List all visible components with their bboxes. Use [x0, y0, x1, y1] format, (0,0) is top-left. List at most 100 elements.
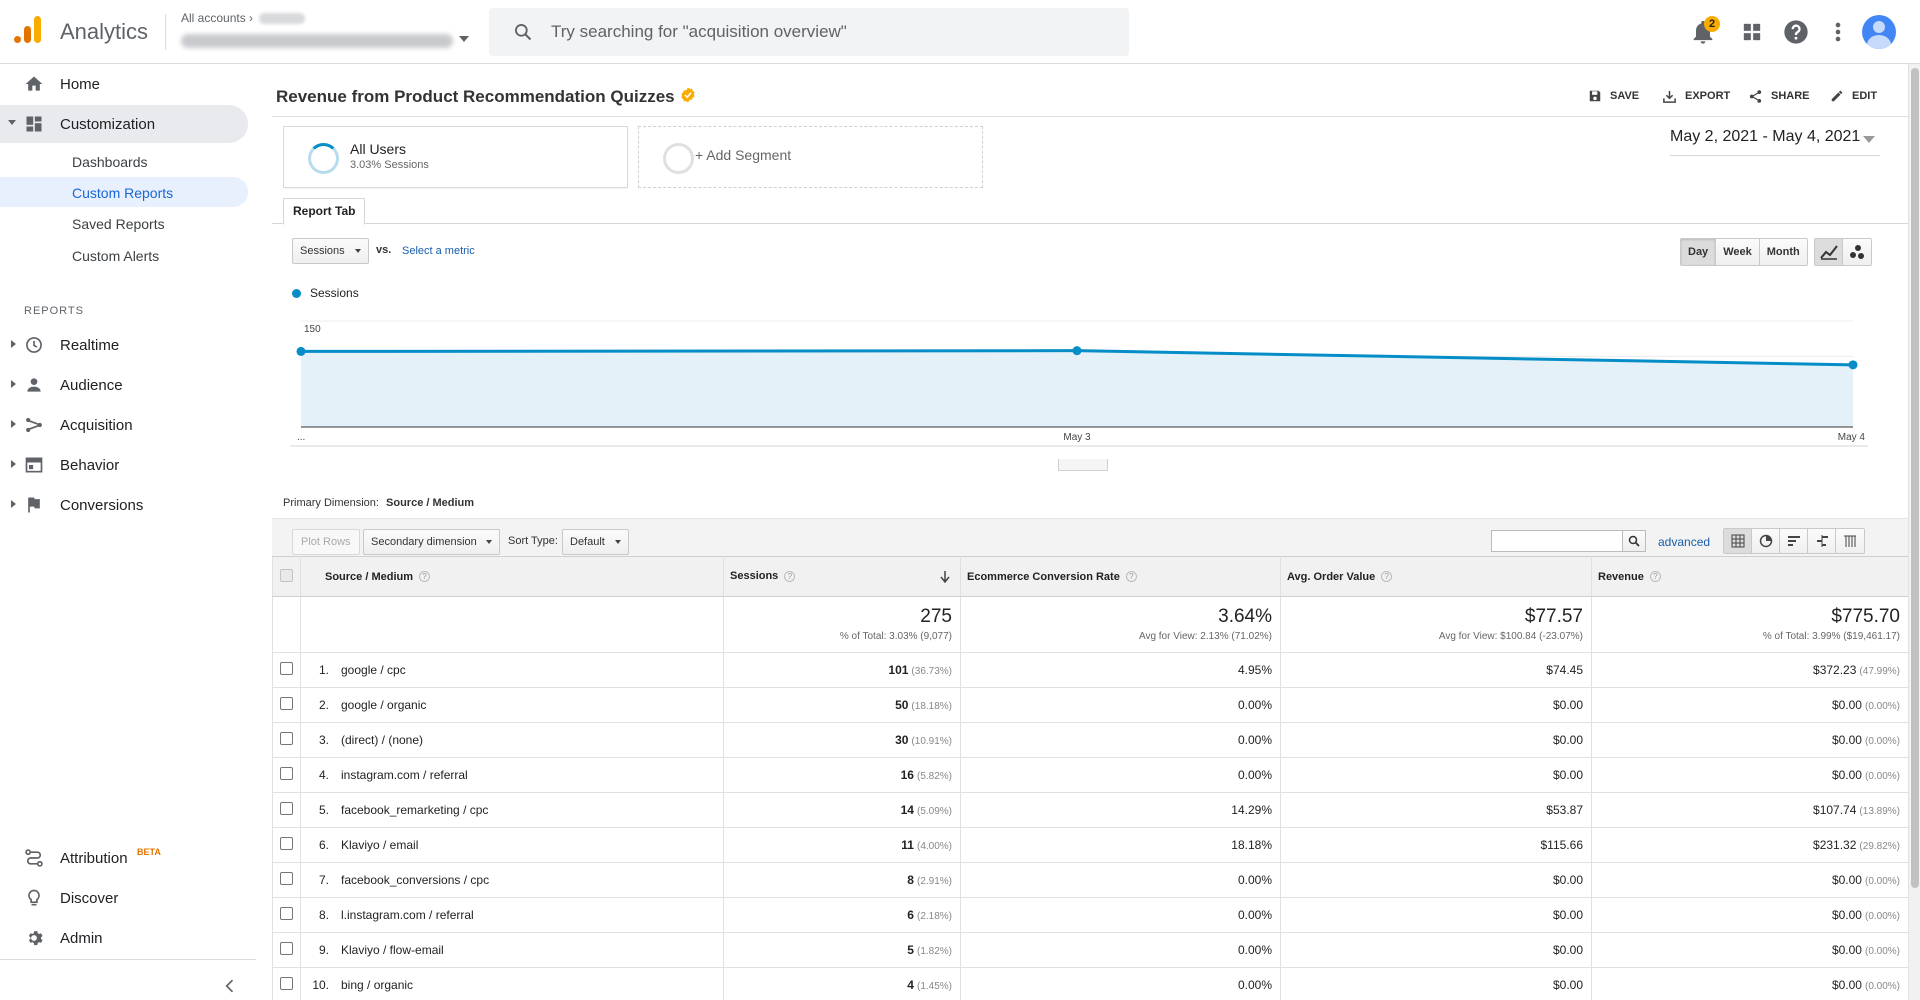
help-icon[interactable]: ? — [784, 570, 796, 582]
sidebar-item-behavior[interactable]: Behavior — [0, 446, 248, 484]
sidebar-subitem-dashboards[interactable]: Dashboards — [0, 146, 248, 176]
help-icon[interactable]: ? — [1649, 571, 1661, 583]
edit-button[interactable]: EDIT — [1830, 86, 1877, 106]
line-chart-button[interactable] — [1815, 239, 1843, 265]
metric-dropdown[interactable]: Sessions — [292, 238, 369, 264]
sidebar-item-acquisition[interactable]: Acquisition — [0, 406, 248, 444]
chevron-down-icon[interactable] — [1863, 136, 1875, 143]
table-search-button[interactable] — [1622, 530, 1646, 552]
chevron-down-icon[interactable] — [459, 36, 469, 42]
row-checkbox[interactable] — [280, 802, 293, 815]
sessions-cell: 8 (2.91%) — [723, 862, 961, 898]
row-checkbox[interactable] — [280, 977, 293, 990]
page-scrollbar[interactable] — [1908, 64, 1920, 1000]
sidebar-item-realtime[interactable]: Realtime — [0, 326, 248, 364]
avatar[interactable] — [1862, 15, 1896, 49]
sidebar-subitem-custom-reports[interactable]: Custom Reports — [0, 177, 248, 207]
report-table: Source / Medium? Sessions? Ecommerce Con… — [272, 556, 1909, 1000]
source-medium-link[interactable]: bing / organic — [341, 978, 414, 992]
sidebar-item-discover[interactable]: Discover — [0, 879, 248, 917]
sidebar-subitem-custom-alerts[interactable]: Custom Alerts — [0, 240, 248, 270]
source-medium-link[interactable]: facebook_remarketing / cpc — [341, 803, 489, 817]
data-table-view-button[interactable] — [1724, 529, 1752, 553]
source-medium-link[interactable]: Klaviyo / flow-email — [341, 943, 444, 957]
tab-report[interactable]: Report Tab — [283, 198, 366, 225]
header-sessions[interactable]: Sessions? — [723, 556, 961, 597]
help-icon[interactable] — [1782, 18, 1810, 46]
all-accounts-link[interactable]: All accounts — [181, 11, 246, 25]
source-medium-link[interactable]: google / cpc — [341, 663, 406, 677]
table-filter-input[interactable] — [1491, 530, 1623, 552]
header-source-medium[interactable]: Source / Medium? — [300, 556, 724, 597]
save-button[interactable]: SAVE — [1588, 86, 1639, 106]
sidebar-item-attribution[interactable]: Attribution — [0, 839, 248, 877]
header-label: Revenue — [1598, 570, 1644, 583]
table-row: 3. (direct) / (none) 30 (10.91%) 0.00% $0.00 $… — [272, 722, 1909, 758]
period-week-button[interactable]: Week — [1716, 239, 1760, 265]
sidebar-subitem-saved-reports[interactable]: Saved Reports — [0, 208, 248, 238]
row-checkbox[interactable] — [280, 837, 293, 850]
add-segment-button[interactable]: + Add Segment — [638, 126, 983, 188]
sidebar-item-customization[interactable]: Customization — [0, 105, 248, 143]
source-medium-link[interactable]: facebook_conversions / cpc — [341, 873, 490, 887]
sidebar-item-admin[interactable]: Admin — [0, 919, 248, 957]
avg-order-value-cell: $0.00 — [1280, 897, 1592, 933]
plot-rows-button[interactable]: Plot Rows — [292, 529, 360, 555]
revenue-percent: (0.00%) — [1864, 701, 1900, 712]
period-month-button[interactable]: Month — [1759, 239, 1807, 265]
help-icon[interactable]: ? — [419, 571, 431, 583]
sidebar-item-home[interactable]: Home — [0, 65, 248, 103]
share-button[interactable]: SHARE — [1748, 86, 1810, 106]
row-checkbox[interactable] — [280, 732, 293, 745]
chart-resize-handle[interactable] — [1058, 459, 1108, 471]
comparison-view-button[interactable] — [1808, 529, 1836, 553]
row-checkbox[interactable] — [280, 942, 293, 955]
export-button[interactable]: EXPORT — [1662, 86, 1730, 106]
row-checkbox[interactable] — [280, 767, 293, 780]
more-vert-icon[interactable] — [1824, 18, 1852, 46]
period-day-button[interactable]: Day — [1681, 239, 1717, 265]
select-all-checkbox[interactable] — [280, 568, 293, 582]
pie-view-button[interactable] — [1752, 529, 1780, 553]
date-range-picker[interactable]: May 2, 2021 - May 4, 2021 — [1670, 128, 1880, 156]
sort-type-dropdown[interactable]: Default — [562, 529, 629, 555]
header-revenue[interactable]: Revenue? — [1591, 556, 1909, 597]
advanced-filter-link[interactable]: advanced — [1658, 535, 1711, 549]
secondary-dimension-dropdown[interactable]: Secondary dimension — [363, 529, 500, 555]
select-metric-link[interactable]: Select a metric — [402, 245, 475, 257]
account-breadcrumb[interactable]: All accounts › — [181, 11, 306, 25]
avg-order-value-cell: $0.00 — [1280, 932, 1592, 968]
scrollbar-thumb[interactable] — [1911, 68, 1919, 888]
source-medium-link[interactable]: google / organic — [341, 698, 427, 712]
search-input[interactable] — [551, 8, 1111, 56]
row-checkbox[interactable] — [280, 697, 293, 710]
source-medium-link[interactable]: (direct) / (none) — [341, 733, 424, 747]
search-bar[interactable] — [489, 8, 1129, 56]
header-label: Source / Medium — [325, 570, 414, 583]
sidebar-item-conversions[interactable]: Conversions — [0, 486, 248, 524]
pivot-view-button[interactable] — [1836, 529, 1864, 553]
source-medium-link[interactable]: instagram.com / referral — [341, 768, 468, 782]
row-checkbox[interactable] — [280, 872, 293, 885]
bubble-chart-icon — [1850, 245, 1864, 259]
chevron-left-icon[interactable] — [220, 976, 240, 996]
apps-grid-icon[interactable] — [1738, 18, 1766, 46]
header-avg-order-value[interactable]: Avg. Order Value? — [1280, 556, 1592, 597]
avg-order-value-cell: $0.00 — [1280, 722, 1592, 758]
row-checkbox[interactable] — [280, 907, 293, 920]
source-medium-link[interactable]: Klaviyo / email — [341, 838, 419, 852]
motion-chart-button[interactable] — [1843, 239, 1871, 265]
performance-view-button[interactable] — [1780, 529, 1808, 553]
primary-dimension-value[interactable]: Source / Medium — [386, 497, 475, 509]
segment-all-users[interactable]: All Users 3.03% Sessions — [283, 126, 628, 188]
property-selector[interactable] — [181, 31, 453, 49]
sort-type-value: Default — [570, 536, 605, 548]
source-medium-link[interactable]: l.instagram.com / referral — [341, 908, 474, 922]
help-icon[interactable]: ? — [1381, 571, 1393, 583]
analytics-logo-icon[interactable] — [14, 16, 44, 46]
header-conversion-rate[interactable]: Ecommerce Conversion Rate? — [960, 556, 1281, 597]
sidebar-item-audience[interactable]: Audience — [0, 366, 248, 404]
row-checkbox[interactable] — [280, 662, 293, 675]
help-icon[interactable]: ? — [1125, 571, 1137, 583]
